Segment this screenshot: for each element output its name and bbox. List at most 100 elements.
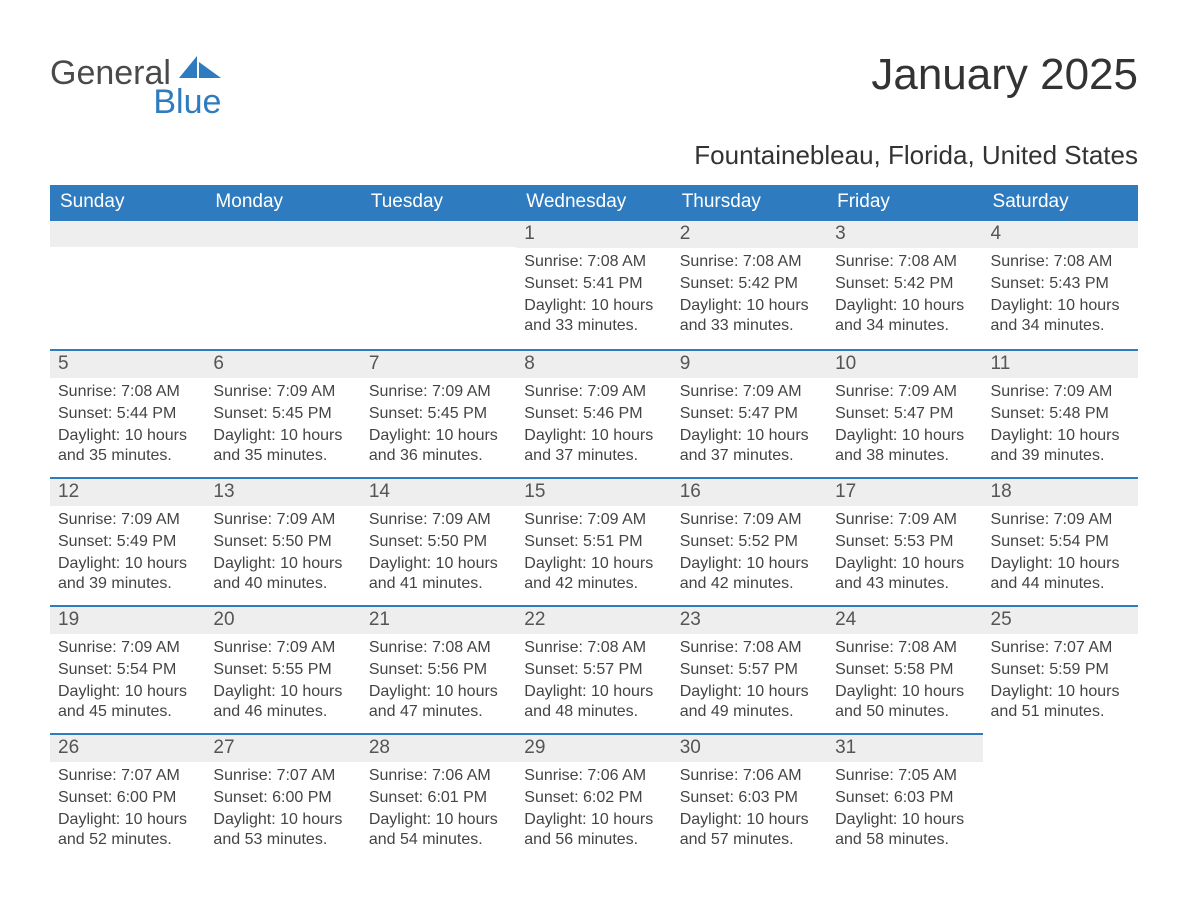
- title-block: January 2025: [871, 50, 1138, 100]
- day-details: Sunrise: 7:08 AMSunset: 5:44 PMDaylight:…: [50, 378, 205, 474]
- daylight-text: Daylight: 10 hours and 57 minutes.: [680, 810, 819, 852]
- daylight-text: Daylight: 10 hours and 37 minutes.: [524, 426, 663, 468]
- daylight-text: Daylight: 10 hours and 36 minutes.: [369, 426, 508, 468]
- sunset-text: Sunset: 5:52 PM: [680, 532, 819, 553]
- sunrise-text: Sunrise: 7:09 AM: [524, 510, 663, 531]
- sunrise-text: Sunrise: 7:09 AM: [680, 510, 819, 531]
- sunset-text: Sunset: 5:58 PM: [835, 660, 974, 681]
- day-number: 27: [205, 733, 360, 762]
- calendar-cell: 7Sunrise: 7:09 AMSunset: 5:45 PMDaylight…: [361, 349, 516, 477]
- daylight-text: Daylight: 10 hours and 40 minutes.: [213, 554, 352, 596]
- sunrise-text: Sunrise: 7:06 AM: [524, 766, 663, 787]
- calendar-cell: 21Sunrise: 7:08 AMSunset: 5:56 PMDayligh…: [361, 605, 516, 733]
- sunrise-text: Sunrise: 7:08 AM: [680, 252, 819, 273]
- day-details: Sunrise: 7:09 AMSunset: 5:45 PMDaylight:…: [205, 378, 360, 474]
- sunrise-text: Sunrise: 7:08 AM: [524, 638, 663, 659]
- day-details: Sunrise: 7:08 AMSunset: 5:58 PMDaylight:…: [827, 634, 982, 730]
- sunrise-text: Sunrise: 7:08 AM: [991, 252, 1130, 273]
- day-number: 12: [50, 477, 205, 506]
- calendar-cell: [361, 221, 516, 349]
- calendar-cell: 20Sunrise: 7:09 AMSunset: 5:55 PMDayligh…: [205, 605, 360, 733]
- daylight-text: Daylight: 10 hours and 56 minutes.: [524, 810, 663, 852]
- sunset-text: Sunset: 5:42 PM: [835, 274, 974, 295]
- sunset-text: Sunset: 5:59 PM: [991, 660, 1130, 681]
- sunset-text: Sunset: 5:45 PM: [369, 404, 508, 425]
- logo-text-blue: Blue: [153, 83, 221, 121]
- calendar-cell: 22Sunrise: 7:08 AMSunset: 5:57 PMDayligh…: [516, 605, 671, 733]
- calendar-cell: 15Sunrise: 7:09 AMSunset: 5:51 PMDayligh…: [516, 477, 671, 605]
- calendar-cell: 18Sunrise: 7:09 AMSunset: 5:54 PMDayligh…: [983, 477, 1138, 605]
- sunset-text: Sunset: 5:50 PM: [369, 532, 508, 553]
- day-details: Sunrise: 7:08 AMSunset: 5:56 PMDaylight:…: [361, 634, 516, 730]
- sunset-text: Sunset: 5:57 PM: [680, 660, 819, 681]
- day-details: Sunrise: 7:06 AMSunset: 6:02 PMDaylight:…: [516, 762, 671, 858]
- sunrise-text: Sunrise: 7:09 AM: [991, 382, 1130, 403]
- sunrise-text: Sunrise: 7:09 AM: [58, 510, 197, 531]
- day-number: 22: [516, 605, 671, 634]
- day-number: 23: [672, 605, 827, 634]
- day-number: 24: [827, 605, 982, 634]
- sunset-text: Sunset: 5:41 PM: [524, 274, 663, 295]
- day-details: Sunrise: 7:09 AMSunset: 5:51 PMDaylight:…: [516, 506, 671, 602]
- calendar-table: SundayMondayTuesdayWednesdayThursdayFrid…: [50, 185, 1138, 861]
- sunrise-text: Sunrise: 7:06 AM: [369, 766, 508, 787]
- daylight-text: Daylight: 10 hours and 35 minutes.: [213, 426, 352, 468]
- day-number: 19: [50, 605, 205, 634]
- day-details: Sunrise: 7:09 AMSunset: 5:50 PMDaylight:…: [205, 506, 360, 602]
- day-details: Sunrise: 7:06 AMSunset: 6:03 PMDaylight:…: [672, 762, 827, 858]
- empty-day-bar: [50, 221, 205, 247]
- sunrise-text: Sunrise: 7:09 AM: [369, 382, 508, 403]
- sunrise-text: Sunrise: 7:09 AM: [524, 382, 663, 403]
- daylight-text: Daylight: 10 hours and 49 minutes.: [680, 682, 819, 724]
- daylight-text: Daylight: 10 hours and 42 minutes.: [524, 554, 663, 596]
- day-number: 2: [672, 221, 827, 248]
- calendar-cell: 1Sunrise: 7:08 AMSunset: 5:41 PMDaylight…: [516, 221, 671, 349]
- sunrise-text: Sunrise: 7:05 AM: [835, 766, 974, 787]
- sunset-text: Sunset: 6:03 PM: [680, 788, 819, 809]
- sunrise-text: Sunrise: 7:09 AM: [991, 510, 1130, 531]
- sunrise-text: Sunrise: 7:07 AM: [213, 766, 352, 787]
- sunset-text: Sunset: 5:55 PM: [213, 660, 352, 681]
- day-number: 20: [205, 605, 360, 634]
- calendar-cell: 31Sunrise: 7:05 AMSunset: 6:03 PMDayligh…: [827, 733, 982, 861]
- calendar-cell: 3Sunrise: 7:08 AMSunset: 5:42 PMDaylight…: [827, 221, 982, 349]
- location-label: Fountainebleau, Florida, United States: [50, 140, 1138, 171]
- sunrise-text: Sunrise: 7:09 AM: [213, 638, 352, 659]
- day-details: Sunrise: 7:09 AMSunset: 5:54 PMDaylight:…: [50, 634, 205, 730]
- day-details: Sunrise: 7:07 AMSunset: 5:59 PMDaylight:…: [983, 634, 1138, 730]
- weekday-header: Monday: [205, 185, 360, 221]
- calendar-cell: 26Sunrise: 7:07 AMSunset: 6:00 PMDayligh…: [50, 733, 205, 861]
- day-details: Sunrise: 7:07 AMSunset: 6:00 PMDaylight:…: [50, 762, 205, 858]
- daylight-text: Daylight: 10 hours and 50 minutes.: [835, 682, 974, 724]
- sunset-text: Sunset: 5:48 PM: [991, 404, 1130, 425]
- daylight-text: Daylight: 10 hours and 34 minutes.: [835, 296, 974, 338]
- day-number: 5: [50, 349, 205, 378]
- weekday-header: Wednesday: [516, 185, 671, 221]
- calendar-cell: 28Sunrise: 7:06 AMSunset: 6:01 PMDayligh…: [361, 733, 516, 861]
- sunset-text: Sunset: 6:01 PM: [369, 788, 508, 809]
- day-number: 13: [205, 477, 360, 506]
- day-details: Sunrise: 7:09 AMSunset: 5:54 PMDaylight:…: [983, 506, 1138, 602]
- sunrise-text: Sunrise: 7:08 AM: [835, 252, 974, 273]
- daylight-text: Daylight: 10 hours and 53 minutes.: [213, 810, 352, 852]
- calendar-cell: 27Sunrise: 7:07 AMSunset: 6:00 PMDayligh…: [205, 733, 360, 861]
- sunset-text: Sunset: 5:51 PM: [524, 532, 663, 553]
- day-details: Sunrise: 7:08 AMSunset: 5:57 PMDaylight:…: [672, 634, 827, 730]
- daylight-text: Daylight: 10 hours and 52 minutes.: [58, 810, 197, 852]
- weekday-header: Friday: [827, 185, 982, 221]
- day-details: Sunrise: 7:05 AMSunset: 6:03 PMDaylight:…: [827, 762, 982, 858]
- sunset-text: Sunset: 5:54 PM: [991, 532, 1130, 553]
- day-number: 15: [516, 477, 671, 506]
- calendar-cell: 8Sunrise: 7:09 AMSunset: 5:46 PMDaylight…: [516, 349, 671, 477]
- day-details: Sunrise: 7:09 AMSunset: 5:50 PMDaylight:…: [361, 506, 516, 602]
- daylight-text: Daylight: 10 hours and 44 minutes.: [991, 554, 1130, 596]
- logo-flag-icon: [179, 56, 221, 84]
- weekday-header: Tuesday: [361, 185, 516, 221]
- day-number: 25: [983, 605, 1138, 634]
- calendar-cell: 24Sunrise: 7:08 AMSunset: 5:58 PMDayligh…: [827, 605, 982, 733]
- day-number: 28: [361, 733, 516, 762]
- calendar-cell: [50, 221, 205, 349]
- header: General Blue January 2025: [50, 50, 1138, 122]
- day-details: Sunrise: 7:08 AMSunset: 5:42 PMDaylight:…: [672, 248, 827, 344]
- day-number: 31: [827, 733, 982, 762]
